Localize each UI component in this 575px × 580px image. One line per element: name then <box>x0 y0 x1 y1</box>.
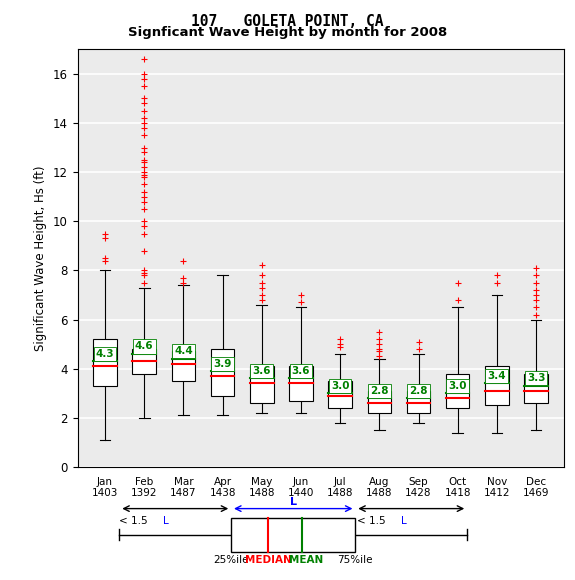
Text: 2.8: 2.8 <box>370 386 389 396</box>
Bar <box>250 366 274 403</box>
Text: 4.4: 4.4 <box>174 346 193 356</box>
Text: L: L <box>290 497 297 507</box>
Text: 3.3: 3.3 <box>527 374 545 383</box>
Text: 107   GOLETA POINT, CA: 107 GOLETA POINT, CA <box>191 14 384 30</box>
Text: < 1.5: < 1.5 <box>120 516 151 525</box>
Bar <box>446 374 469 408</box>
Text: 25%ile: 25%ile <box>213 556 249 566</box>
Text: L: L <box>163 516 168 525</box>
Text: 4.6: 4.6 <box>135 342 154 351</box>
Bar <box>211 349 235 396</box>
Text: 3.6: 3.6 <box>252 366 271 376</box>
Text: 3.4: 3.4 <box>488 371 506 381</box>
Text: 2.8: 2.8 <box>409 386 428 396</box>
Y-axis label: Significant Wave Height, Hs (ft): Significant Wave Height, Hs (ft) <box>34 165 47 351</box>
Bar <box>231 517 355 552</box>
Bar <box>367 391 391 413</box>
Bar <box>407 391 430 413</box>
Text: 75%ile: 75%ile <box>338 556 373 566</box>
Bar <box>485 366 509 405</box>
Bar <box>328 381 352 408</box>
Text: Signficant Wave Height by month for 2008: Signficant Wave Height by month for 2008 <box>128 26 447 39</box>
Bar <box>132 349 156 374</box>
Text: 3.0: 3.0 <box>448 380 467 391</box>
Text: 3.0: 3.0 <box>331 380 350 391</box>
Text: L: L <box>401 516 407 525</box>
Text: MEDIAN: MEDIAN <box>245 556 292 566</box>
Text: 3.6: 3.6 <box>292 366 310 376</box>
Bar <box>524 374 548 403</box>
Bar <box>289 366 313 401</box>
Bar <box>93 339 117 386</box>
Bar <box>172 351 195 381</box>
Text: MEAN: MEAN <box>289 556 323 566</box>
Text: 3.9: 3.9 <box>213 358 232 369</box>
Text: 4.3: 4.3 <box>96 349 114 359</box>
Text: < 1.5: < 1.5 <box>358 516 389 525</box>
